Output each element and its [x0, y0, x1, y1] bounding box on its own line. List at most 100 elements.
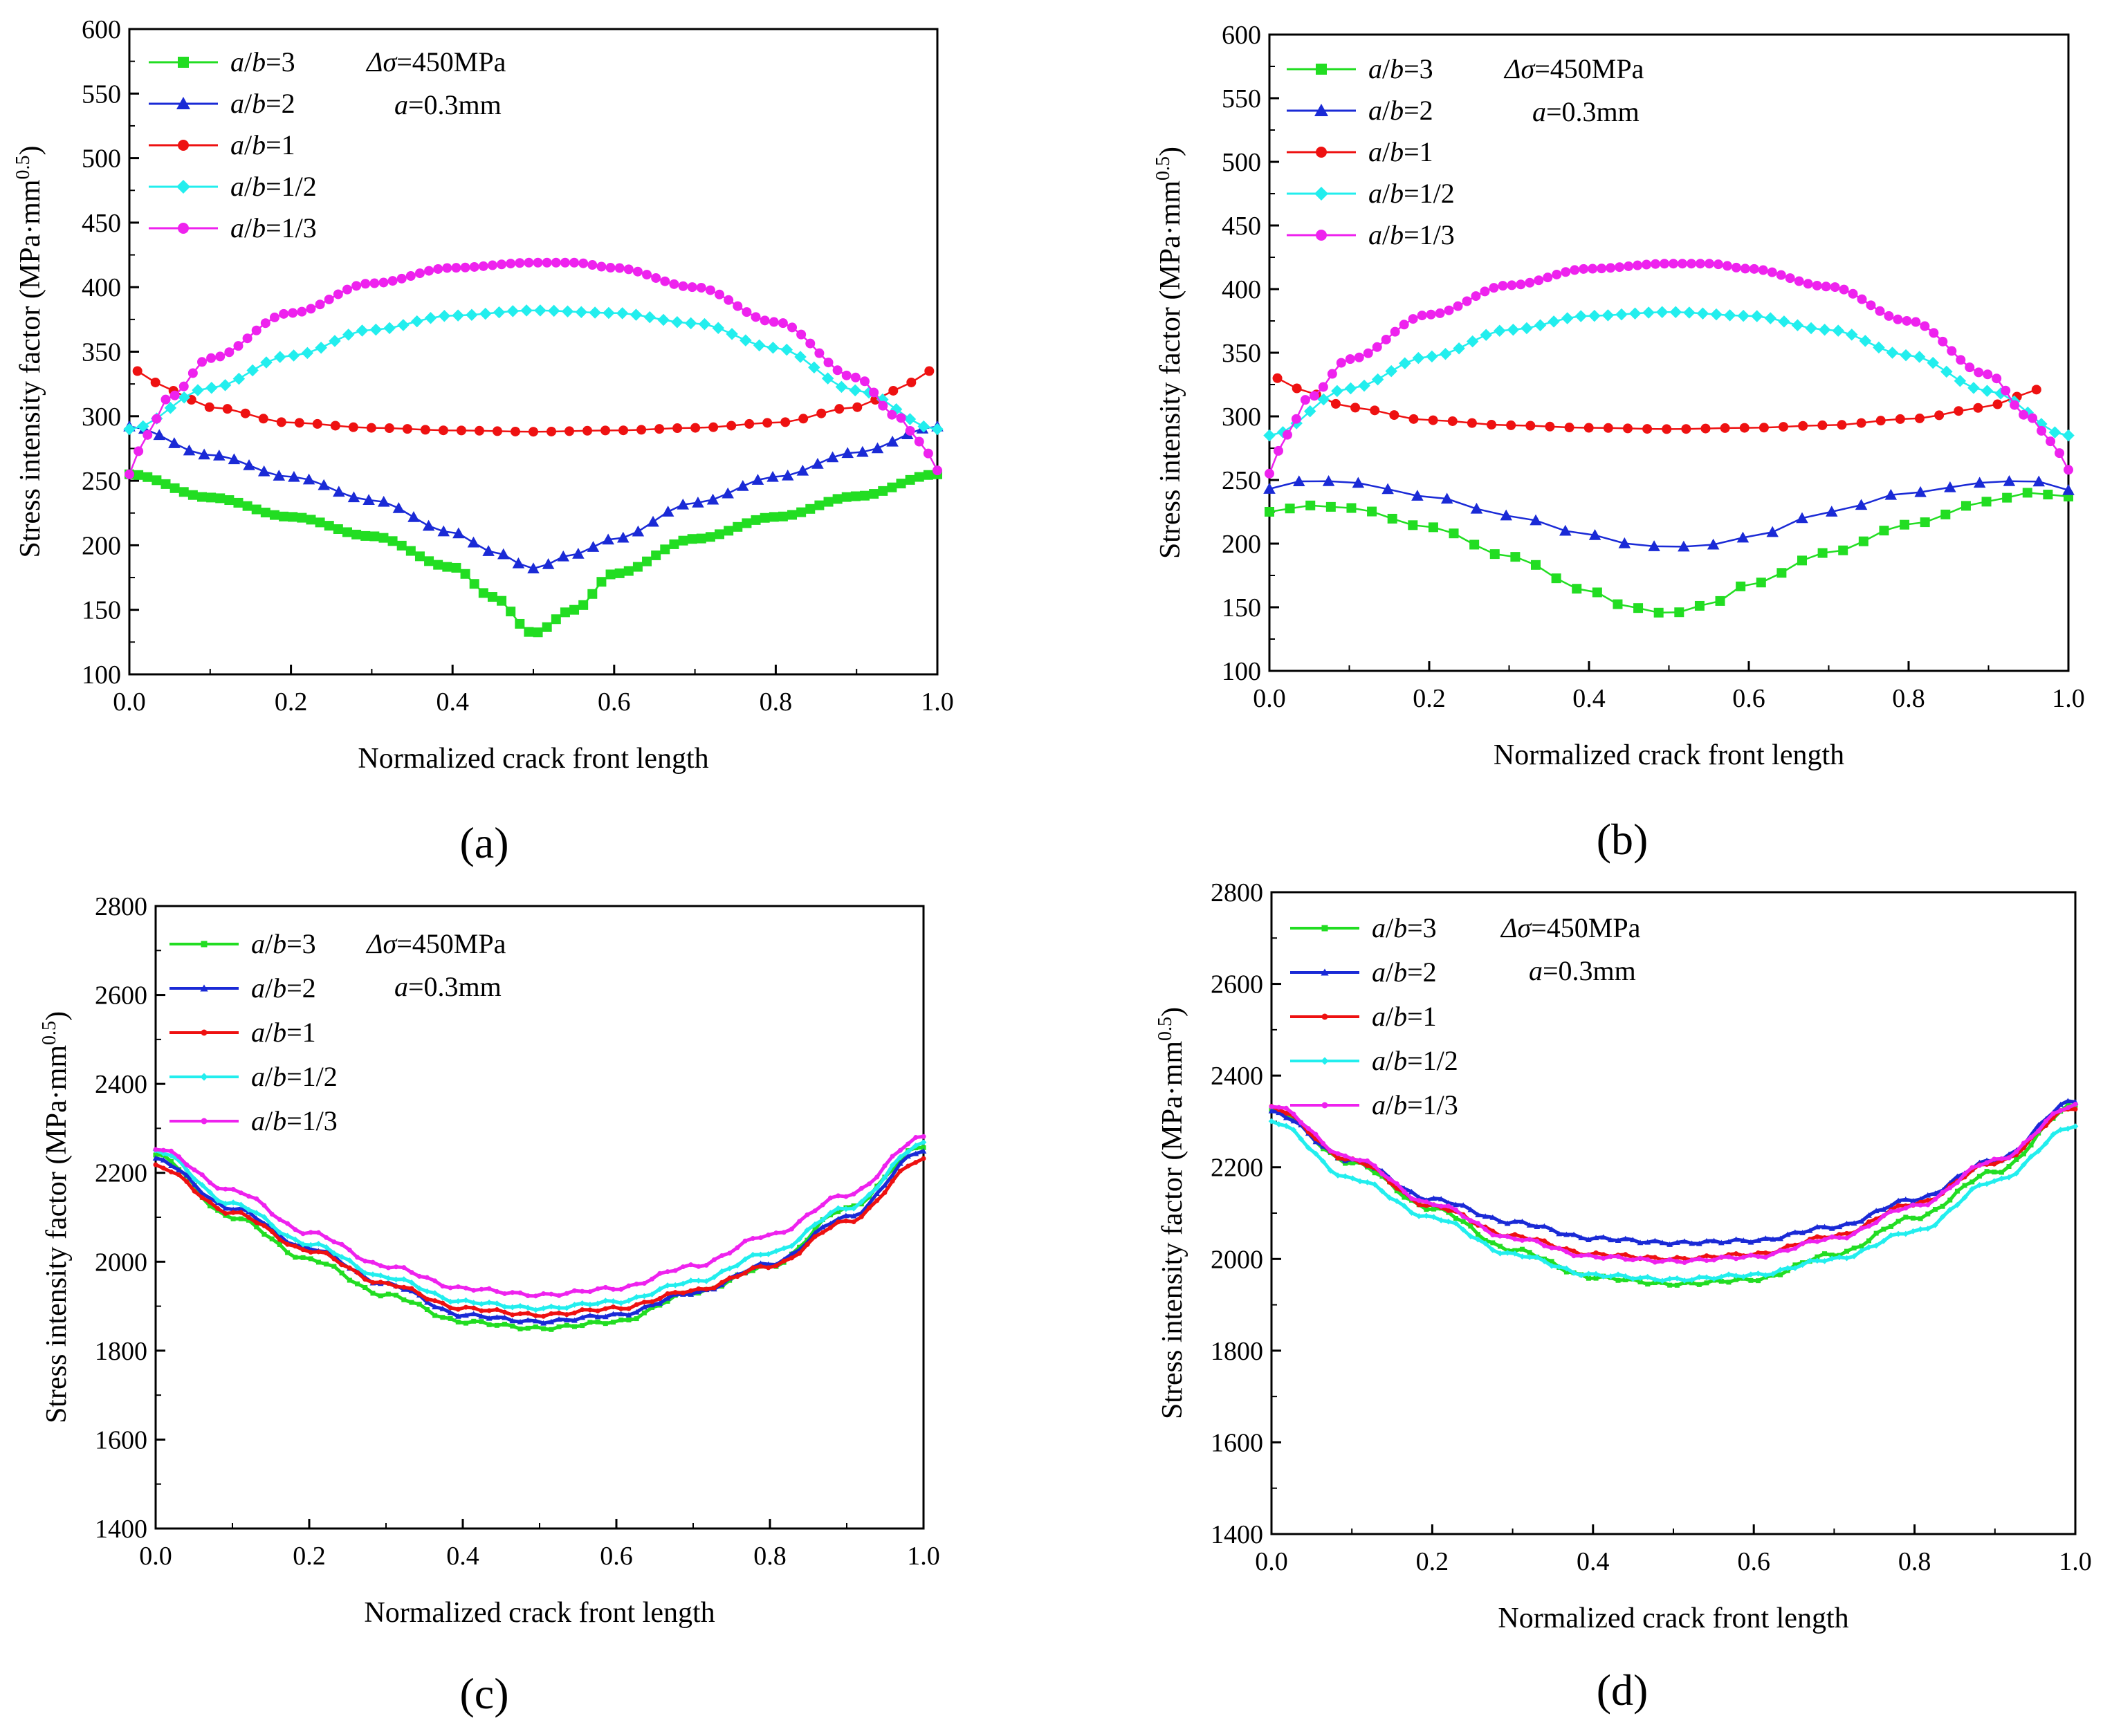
- data-point: [1731, 262, 1741, 273]
- data-point: [1623, 1252, 1628, 1257]
- data-point: [1534, 1238, 1540, 1244]
- data-point: [1548, 1226, 1555, 1232]
- data-point: [618, 425, 629, 436]
- data-point: [387, 276, 398, 286]
- data-point: [394, 1293, 399, 1298]
- data-point: [827, 1225, 833, 1230]
- data-point: [269, 1236, 275, 1241]
- data-point: [905, 1153, 911, 1159]
- data-point: [1371, 373, 1384, 386]
- data-point: [661, 506, 674, 517]
- data-point: [1704, 259, 1714, 269]
- legend-marker: [200, 984, 208, 992]
- data-point: [1873, 1208, 1880, 1214]
- y-tick-label: 450: [1222, 212, 1261, 241]
- data-point: [494, 1307, 499, 1313]
- data-point: [520, 304, 533, 317]
- data-point: [134, 446, 144, 456]
- data-point: [1593, 1255, 1599, 1260]
- data-point: [1947, 1185, 1953, 1190]
- data-point: [448, 1315, 453, 1321]
- legend-var-a: a: [230, 88, 244, 119]
- data-point: [308, 1256, 313, 1262]
- data-point: [510, 1290, 515, 1295]
- data-point: [1815, 1234, 1820, 1239]
- data-point: [905, 425, 915, 436]
- data-point: [447, 1298, 454, 1305]
- data-point: [1453, 1215, 1459, 1221]
- series-line: [129, 425, 938, 570]
- data-point: [582, 425, 593, 436]
- data-point: [1570, 1270, 1577, 1276]
- data-point: [246, 1215, 252, 1220]
- legend-var-b: b: [1393, 1045, 1407, 1076]
- data-point: [1563, 1269, 1569, 1275]
- data-point: [1416, 1202, 1422, 1208]
- data-point: [497, 548, 510, 560]
- data-point: [541, 1326, 547, 1331]
- data-point: [1349, 1175, 1356, 1182]
- data-point: [1674, 1259, 1680, 1264]
- data-point: [580, 1323, 585, 1329]
- data-point: [1379, 1174, 1385, 1179]
- data-point: [1785, 273, 1795, 284]
- data-point: [1718, 1279, 1724, 1284]
- data-point: [333, 524, 343, 535]
- data-point: [362, 1285, 368, 1291]
- data-point: [432, 1304, 439, 1310]
- data-point: [1992, 1161, 1997, 1167]
- data-point: [1940, 1203, 1945, 1209]
- data-point: [433, 264, 443, 274]
- legend-marker: [201, 1118, 208, 1125]
- data-point: [2050, 1131, 2057, 1138]
- legend-var-a: a: [1368, 53, 1382, 84]
- data-point: [757, 1251, 764, 1258]
- data-point: [1386, 1194, 1393, 1201]
- data-point: [1334, 1172, 1341, 1179]
- data-point: [657, 313, 670, 326]
- data-point: [273, 470, 286, 481]
- data-point: [1440, 492, 1453, 504]
- data-point: [1460, 1202, 1467, 1208]
- data-point: [1426, 350, 1438, 363]
- data-point: [912, 1150, 919, 1156]
- x-tick-label: 0.0: [113, 687, 146, 717]
- data-point: [549, 1311, 554, 1316]
- data-point: [1633, 603, 1644, 613]
- data-point: [603, 1321, 608, 1327]
- series-a-b=2: [1263, 474, 2075, 552]
- data-point: [1992, 399, 2003, 409]
- data-point: [1497, 1250, 1503, 1257]
- data-point: [578, 600, 589, 610]
- legend-var-b: b: [273, 928, 286, 959]
- data-point: [260, 318, 270, 329]
- data-point: [1837, 420, 1847, 430]
- x-tick-label: 1.0: [2059, 1547, 2092, 1576]
- y-tick-label: 2600: [95, 981, 147, 1010]
- data-point: [617, 531, 630, 543]
- annotation-depth-symbol: a: [1532, 96, 1546, 127]
- data-point: [230, 1216, 236, 1221]
- legend-value: =2: [286, 972, 316, 1004]
- data-point: [1521, 322, 1533, 335]
- data-point: [424, 1299, 430, 1305]
- data-point: [1991, 1178, 1998, 1185]
- legend-var-b: b: [1393, 1001, 1407, 1032]
- data-point: [869, 387, 879, 398]
- data-point: [1726, 1254, 1732, 1259]
- data-point: [882, 1163, 888, 1169]
- data-point: [1328, 1148, 1333, 1154]
- data-point: [1866, 1212, 1872, 1218]
- data-point: [1960, 501, 1971, 511]
- data-point: [515, 258, 525, 268]
- data-point: [506, 305, 520, 317]
- data-point: [347, 491, 360, 503]
- data-point: [1954, 1180, 1960, 1185]
- data-point: [1925, 1226, 1931, 1232]
- data-point: [1543, 273, 1553, 283]
- data-point: [396, 540, 407, 551]
- data-point: [1490, 1240, 1496, 1246]
- data-point: [871, 442, 884, 454]
- x-tick-label: 0.6: [1737, 1547, 1770, 1576]
- x-tick-label: 0.2: [275, 687, 308, 717]
